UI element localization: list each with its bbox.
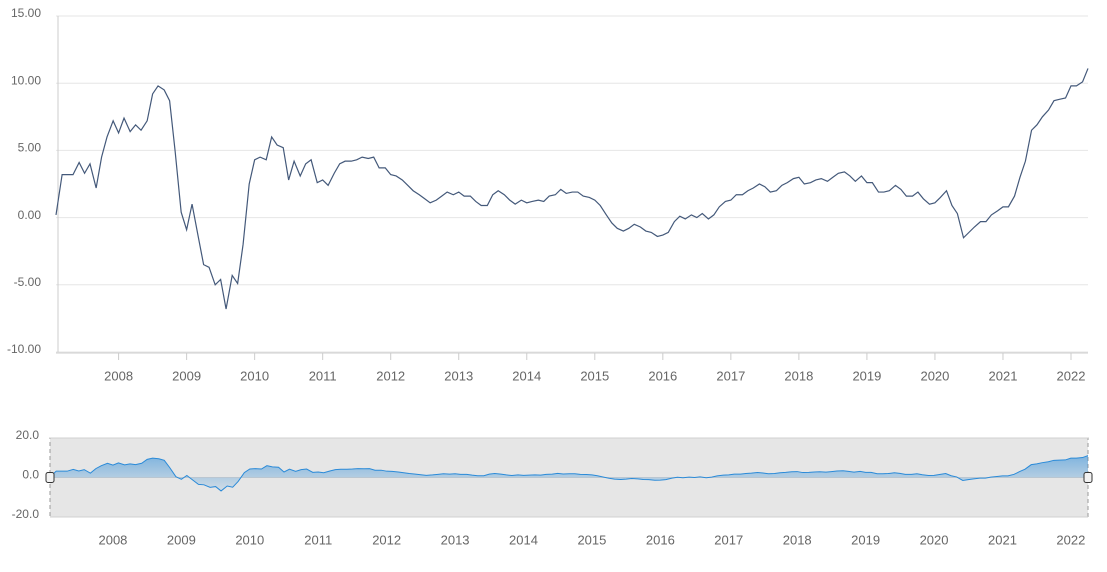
navigator-y-tick-label: -20.0 (12, 507, 40, 521)
navigator-y-tick-label: 20.0 (16, 428, 40, 442)
navigator-x-tick-label: 2008 (98, 532, 127, 547)
navigator-handle[interactable] (1083, 472, 1093, 483)
navigator-x-tick-label: 2016 (646, 532, 675, 547)
navigator-x-tick-label: 2020 (920, 532, 949, 547)
x-tick-label: 2014 (512, 368, 541, 383)
y-tick-label: 5.00 (18, 141, 42, 155)
x-tick-label: 2017 (716, 368, 745, 383)
x-tick-label: 2019 (852, 368, 881, 383)
x-tick-label: 2018 (784, 368, 813, 383)
x-tick-label: 2015 (580, 368, 609, 383)
navigator-x-tick-label: 2010 (235, 532, 264, 547)
navigator-x-tick-label: 2015 (577, 532, 606, 547)
navigator-area (50, 455, 1088, 491)
navigator-handle[interactable] (45, 472, 55, 483)
navigator-x-tick-label: 2014 (509, 532, 538, 547)
x-tick-label: 2010 (240, 368, 269, 383)
navigator-x-tick-label: 2011 (304, 532, 332, 547)
x-tick-label: 2011 (309, 368, 337, 383)
x-tick-label: 2013 (444, 368, 473, 383)
navigator-x-tick-label: 2022 (1056, 532, 1085, 547)
navigator-x-tick-label: 2012 (372, 532, 401, 547)
y-tick-label: -5.00 (14, 275, 42, 289)
navigator-y-tick-label: 0.0 (22, 468, 39, 482)
x-tick-label: 2022 (1057, 368, 1086, 383)
navigator-x-tick-label: 2018 (783, 532, 812, 547)
y-tick-label: 15.00 (11, 6, 41, 20)
data-line (55, 68, 1089, 310)
navigator-x-tick-label: 2017 (714, 532, 743, 547)
navigator-line (49, 455, 1089, 492)
y-tick-label: 0.00 (18, 208, 42, 222)
y-tick-label: 10.00 (11, 73, 41, 87)
navigator-x-tick-label: 2019 (851, 532, 880, 547)
x-tick-label: 2012 (376, 368, 405, 383)
y-tick-label: -10.00 (7, 342, 41, 356)
x-tick-label: 2008 (104, 368, 133, 383)
x-tick-label: 2021 (989, 368, 1018, 383)
navigator-x-tick-label: 2021 (988, 532, 1017, 547)
x-tick-label: 2020 (920, 368, 949, 383)
x-tick-label: 2009 (172, 368, 201, 383)
navigator-x-tick-label: 2009 (167, 532, 196, 547)
navigator-x-tick-label: 2013 (441, 532, 470, 547)
x-tick-label: 2016 (648, 368, 677, 383)
